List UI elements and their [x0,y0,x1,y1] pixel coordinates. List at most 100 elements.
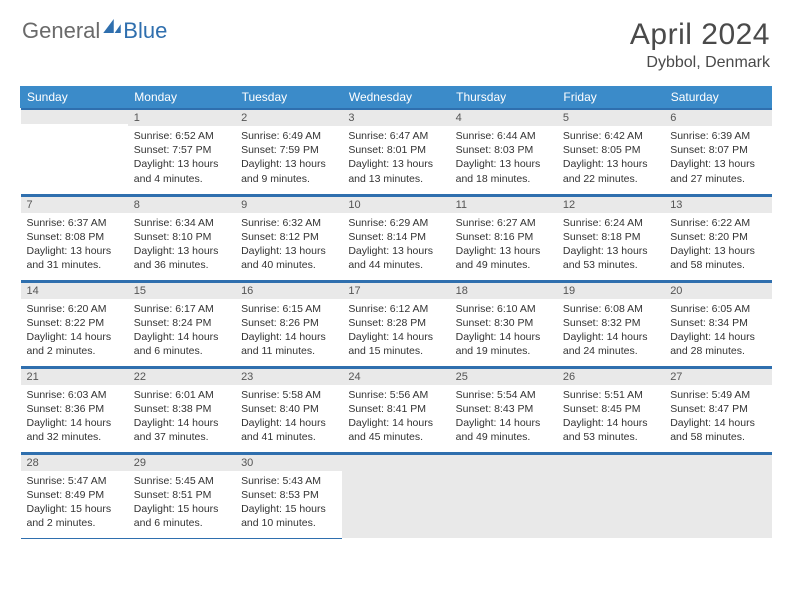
calendar-cell: 16Sunrise: 6:15 AMSunset: 8:26 PMDayligh… [235,280,342,366]
detail-line: and 45 minutes. [348,430,443,444]
detail-line: and 37 minutes. [134,430,229,444]
detail-line: Sunrise: 6:03 AM [27,388,122,402]
calendar-table: Sunday Monday Tuesday Wednesday Thursday… [20,86,772,539]
detail-line: Daylight: 13 hours [27,244,122,258]
day-number [342,453,449,469]
day-details: Sunrise: 6:15 AMSunset: 8:26 PMDaylight:… [235,299,342,363]
day-number: 10 [342,195,449,213]
detail-line: Daylight: 13 hours [563,157,658,171]
detail-line: Daylight: 15 hours [134,502,229,516]
detail-line: Daylight: 13 hours [456,244,551,258]
day-details: Sunrise: 5:45 AMSunset: 8:51 PMDaylight:… [128,471,235,535]
detail-line: and 49 minutes. [456,430,551,444]
detail-line: Sunset: 8:51 PM [134,488,229,502]
calendar-cell: 18Sunrise: 6:10 AMSunset: 8:30 PMDayligh… [450,280,557,366]
month-title: April 2024 [630,18,770,52]
detail-line: Sunset: 8:28 PM [348,316,443,330]
day-details: Sunrise: 6:12 AMSunset: 8:28 PMDaylight:… [342,299,449,363]
day-details: Sunrise: 6:34 AMSunset: 8:10 PMDaylight:… [128,213,235,277]
calendar-row: 28Sunrise: 5:47 AMSunset: 8:49 PMDayligh… [21,452,772,538]
day-details: Sunrise: 6:22 AMSunset: 8:20 PMDaylight:… [664,213,771,277]
detail-line: Sunrise: 6:27 AM [456,216,551,230]
detail-line: Sunrise: 6:47 AM [348,129,443,143]
calendar-cell: 9Sunrise: 6:32 AMSunset: 8:12 PMDaylight… [235,194,342,280]
day-number: 27 [664,367,771,385]
day-number: 22 [128,367,235,385]
calendar-cell: 28Sunrise: 5:47 AMSunset: 8:49 PMDayligh… [21,452,128,538]
detail-line: Sunset: 8:36 PM [27,402,122,416]
detail-line: Sunset: 8:10 PM [134,230,229,244]
title-block: April 2024 Dybbol, Denmark [630,18,770,72]
day-details: Sunrise: 6:17 AMSunset: 8:24 PMDaylight:… [128,299,235,363]
detail-line: Daylight: 15 hours [241,502,336,516]
calendar-cell: 30Sunrise: 5:43 AMSunset: 8:53 PMDayligh… [235,452,342,538]
day-details: Sunrise: 5:58 AMSunset: 8:40 PMDaylight:… [235,385,342,449]
detail-line: Daylight: 15 hours [27,502,122,516]
day-number [664,453,771,469]
calendar-cell: 12Sunrise: 6:24 AMSunset: 8:18 PMDayligh… [557,194,664,280]
detail-line: Sunrise: 6:01 AM [134,388,229,402]
calendar-cell: 1Sunrise: 6:52 AMSunset: 7:57 PMDaylight… [128,108,235,194]
detail-line: Daylight: 14 hours [348,330,443,344]
detail-line: and 9 minutes. [241,172,336,186]
detail-line: Sunrise: 5:58 AM [241,388,336,402]
day-number: 15 [128,281,235,299]
detail-line: and 53 minutes. [563,430,658,444]
detail-line: Daylight: 13 hours [670,157,765,171]
calendar-cell: 27Sunrise: 5:49 AMSunset: 8:47 PMDayligh… [664,366,771,452]
detail-line: Sunset: 7:57 PM [134,143,229,157]
day-number: 21 [21,367,128,385]
day-number: 6 [664,108,771,126]
detail-line: and 4 minutes. [134,172,229,186]
day-details: Sunrise: 5:43 AMSunset: 8:53 PMDaylight:… [235,471,342,535]
detail-line: and 13 minutes. [348,172,443,186]
calendar-cell: 7Sunrise: 6:37 AMSunset: 8:08 PMDaylight… [21,194,128,280]
day-number: 25 [450,367,557,385]
calendar-cell: 17Sunrise: 6:12 AMSunset: 8:28 PMDayligh… [342,280,449,366]
calendar-cell [21,108,128,194]
detail-line: Daylight: 13 hours [348,157,443,171]
detail-line: and 11 minutes. [241,344,336,358]
day-details: Sunrise: 6:24 AMSunset: 8:18 PMDaylight:… [557,213,664,277]
day-number: 16 [235,281,342,299]
calendar-cell: 8Sunrise: 6:34 AMSunset: 8:10 PMDaylight… [128,194,235,280]
detail-line: Sunrise: 6:52 AM [134,129,229,143]
calendar-cell: 24Sunrise: 5:56 AMSunset: 8:41 PMDayligh… [342,366,449,452]
day-details: Sunrise: 6:29 AMSunset: 8:14 PMDaylight:… [342,213,449,277]
day-details: Sunrise: 6:52 AMSunset: 7:57 PMDaylight:… [128,126,235,190]
brand-part-2: Blue [123,18,167,44]
brand-sail-icon [103,19,121,33]
day-number: 23 [235,367,342,385]
detail-line: Daylight: 13 hours [563,244,658,258]
day-number: 8 [128,195,235,213]
detail-line: Daylight: 14 hours [563,416,658,430]
detail-line: and 19 minutes. [456,344,551,358]
detail-line: Sunrise: 6:05 AM [670,302,765,316]
day-number: 11 [450,195,557,213]
detail-line: Sunrise: 6:24 AM [563,216,658,230]
detail-line: Daylight: 14 hours [27,416,122,430]
day-details [664,469,771,519]
detail-line: and 58 minutes. [670,430,765,444]
calendar-cell: 21Sunrise: 6:03 AMSunset: 8:36 PMDayligh… [21,366,128,452]
day-number: 18 [450,281,557,299]
day-number: 20 [664,281,771,299]
detail-line: and 36 minutes. [134,258,229,272]
weekday-header: Thursday [450,86,557,108]
detail-line: and 15 minutes. [348,344,443,358]
day-number: 28 [21,453,128,471]
detail-line: and 32 minutes. [27,430,122,444]
day-details: Sunrise: 6:49 AMSunset: 7:59 PMDaylight:… [235,126,342,190]
brand-part-1: General [22,18,100,44]
detail-line: Sunset: 8:34 PM [670,316,765,330]
detail-line: and 18 minutes. [456,172,551,186]
detail-line: Sunrise: 6:22 AM [670,216,765,230]
day-number: 3 [342,108,449,126]
day-details: Sunrise: 6:03 AMSunset: 8:36 PMDaylight:… [21,385,128,449]
calendar-cell: 4Sunrise: 6:44 AMSunset: 8:03 PMDaylight… [450,108,557,194]
location-label: Dybbol, Denmark [630,54,770,72]
calendar-cell: 5Sunrise: 6:42 AMSunset: 8:05 PMDaylight… [557,108,664,194]
detail-line: and 2 minutes. [27,344,122,358]
day-details: Sunrise: 6:42 AMSunset: 8:05 PMDaylight:… [557,126,664,190]
detail-line: Sunset: 8:53 PM [241,488,336,502]
